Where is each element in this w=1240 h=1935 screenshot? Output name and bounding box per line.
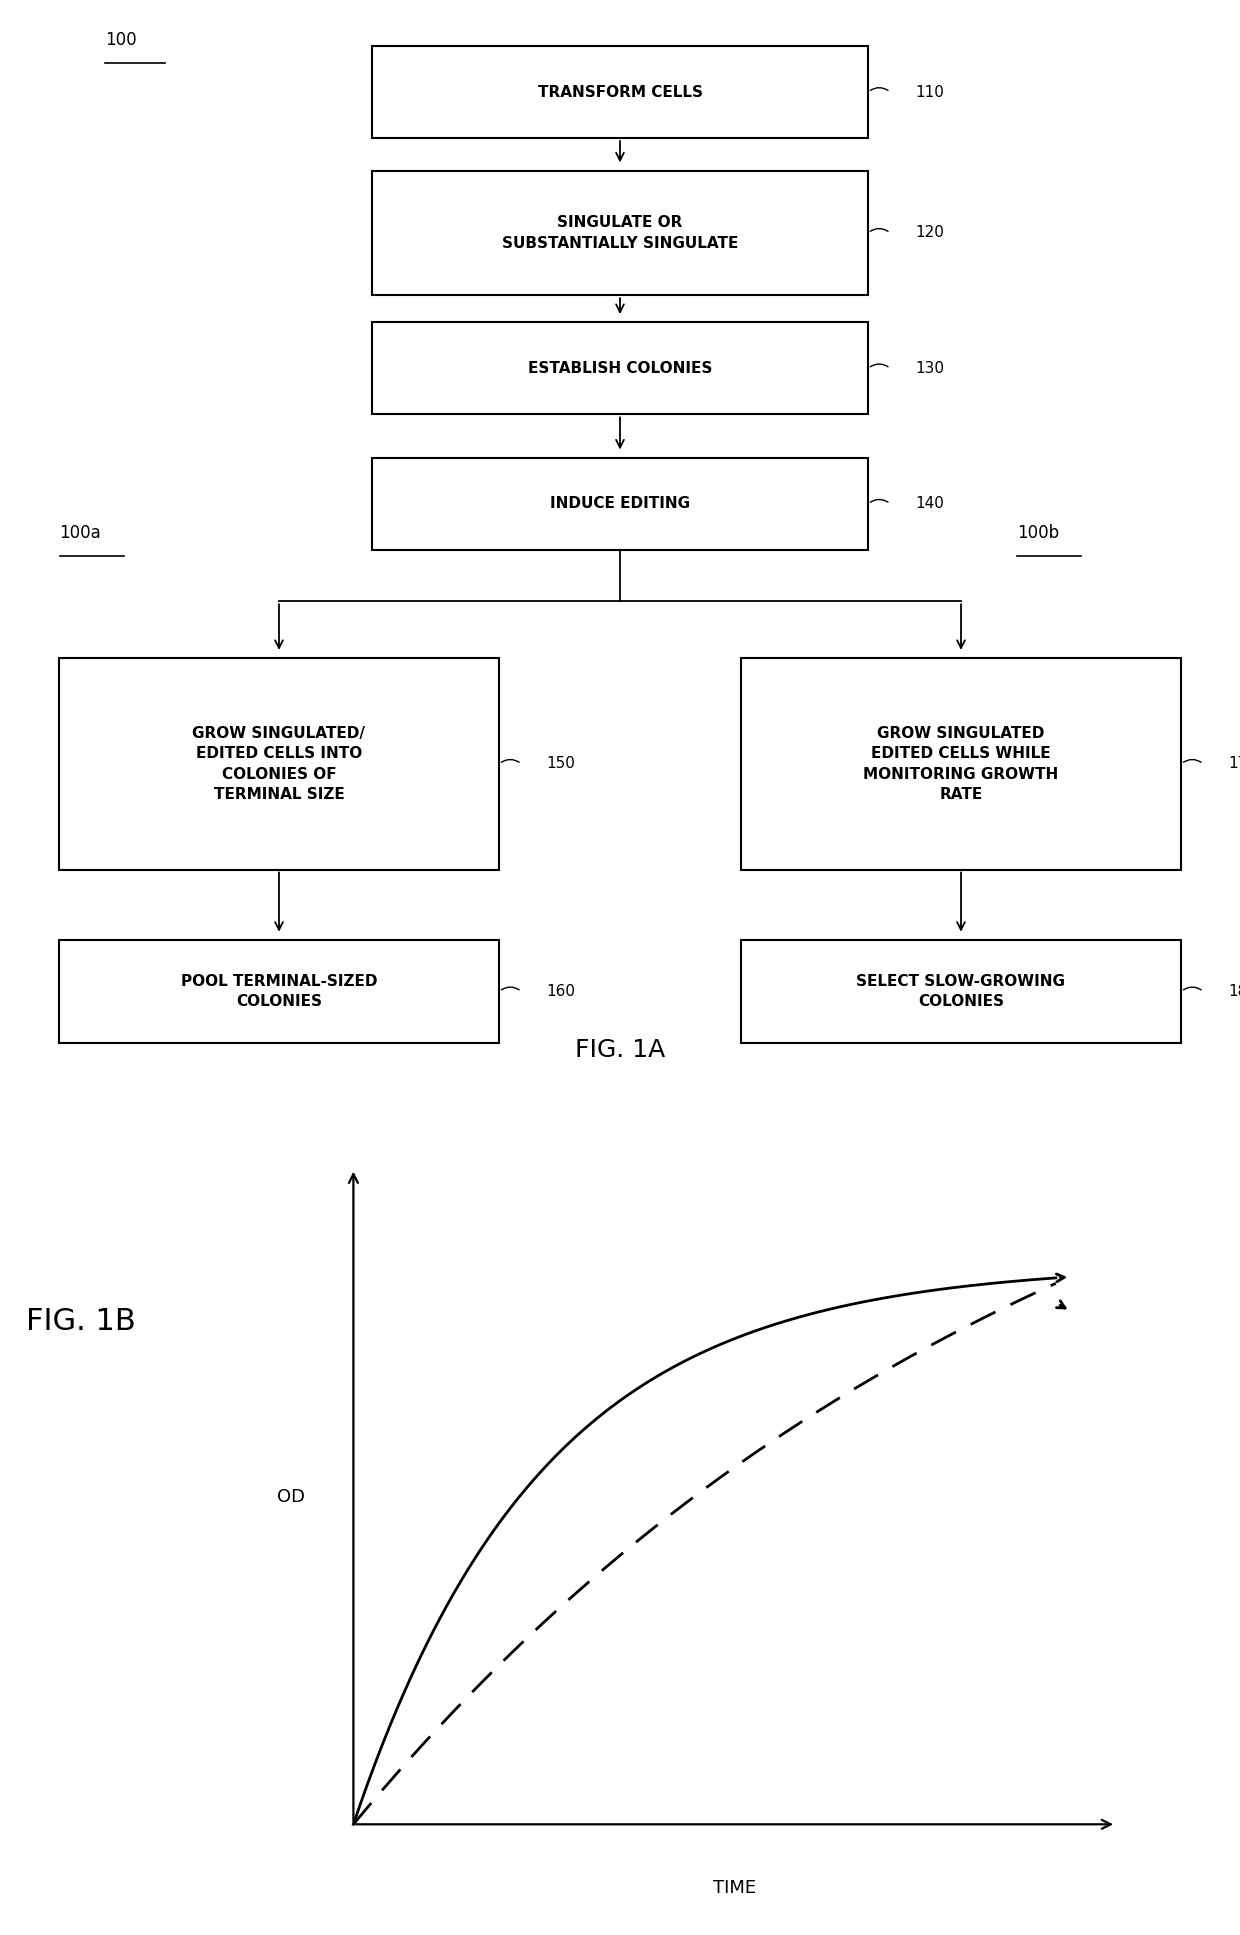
Text: SELECT SLOW-GROWING
COLONIES: SELECT SLOW-GROWING COLONIES	[857, 973, 1065, 1010]
Text: OD: OD	[278, 1488, 305, 1505]
Text: 150: 150	[546, 757, 575, 772]
FancyBboxPatch shape	[742, 940, 1180, 1043]
Text: 170: 170	[1228, 757, 1240, 772]
FancyBboxPatch shape	[372, 170, 868, 296]
Text: SINGULATE OR
SUBSTANTIALLY SINGULATE: SINGULATE OR SUBSTANTIALLY SINGULATE	[502, 215, 738, 252]
Text: 110: 110	[915, 85, 944, 99]
Text: 160: 160	[546, 985, 575, 998]
Text: GROW SINGULATED
EDITED CELLS WHILE
MONITORING GROWTH
RATE: GROW SINGULATED EDITED CELLS WHILE MONIT…	[863, 726, 1059, 801]
Text: FIG. 1B: FIG. 1B	[26, 1308, 135, 1337]
Text: 120: 120	[915, 226, 944, 240]
Text: TIME: TIME	[713, 1879, 756, 1896]
FancyBboxPatch shape	[372, 459, 868, 550]
FancyBboxPatch shape	[742, 658, 1180, 869]
Text: GROW SINGULATED/
EDITED CELLS INTO
COLONIES OF
TERMINAL SIZE: GROW SINGULATED/ EDITED CELLS INTO COLON…	[192, 726, 366, 801]
Text: 100b: 100b	[1017, 524, 1059, 542]
FancyBboxPatch shape	[372, 46, 868, 137]
FancyBboxPatch shape	[60, 658, 498, 869]
Text: 100a: 100a	[60, 524, 102, 542]
Text: INDUCE EDITING: INDUCE EDITING	[549, 497, 691, 511]
Text: 100: 100	[105, 31, 138, 48]
Text: ESTABLISH COLONIES: ESTABLISH COLONIES	[528, 362, 712, 375]
FancyBboxPatch shape	[60, 940, 498, 1043]
Text: FIG. 1A: FIG. 1A	[575, 1037, 665, 1062]
Text: 180: 180	[1228, 985, 1240, 998]
Text: POOL TERMINAL-SIZED
COLONIES: POOL TERMINAL-SIZED COLONIES	[181, 973, 377, 1010]
Text: 130: 130	[915, 362, 944, 375]
Text: TRANSFORM CELLS: TRANSFORM CELLS	[537, 85, 703, 99]
FancyBboxPatch shape	[372, 323, 868, 414]
Text: 140: 140	[915, 497, 944, 511]
